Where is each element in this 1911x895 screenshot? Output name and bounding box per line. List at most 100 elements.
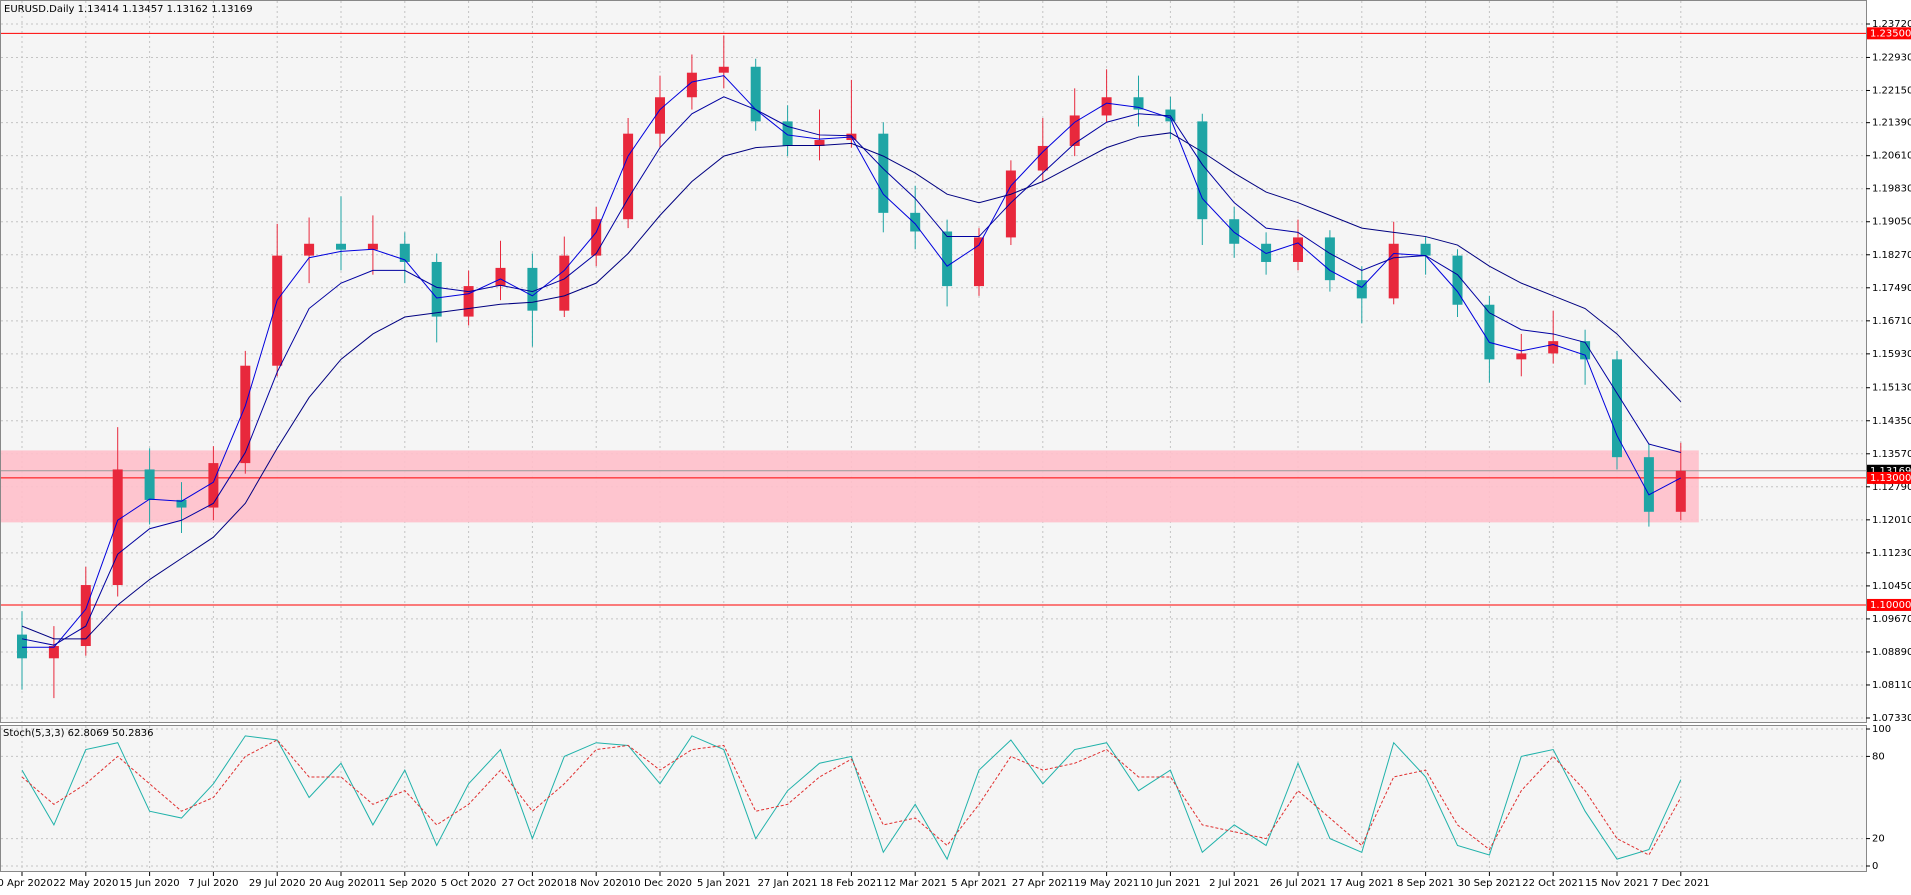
- y-tick-label: 0: [1872, 861, 1878, 872]
- stoch-panel: [0, 725, 1867, 872]
- level-label: 1.10000: [1870, 600, 1911, 611]
- level-box: [1867, 27, 1911, 40]
- candle-body: [623, 133, 634, 220]
- candle-body: [1293, 237, 1303, 262]
- ma-line: [21, 96, 1681, 646]
- y-tick-label: 1.22150: [1872, 85, 1911, 96]
- x-tick-label: 19 May 2021: [1074, 878, 1139, 889]
- level-label: 1.13000: [1870, 473, 1911, 484]
- y-tick-label: 1.15930: [1872, 349, 1911, 360]
- candle-body: [1420, 243, 1431, 256]
- x-tick-label: 27 Apr 2021: [1012, 878, 1074, 889]
- main-panel: [0, 0, 1867, 723]
- candle-body: [750, 66, 761, 122]
- candle-body: [1675, 470, 1686, 512]
- x-tick-label: 15 Jun 2020: [120, 878, 180, 889]
- x-tick-label: 7 Dec 2021: [1652, 878, 1710, 889]
- candle-body: [1324, 237, 1335, 281]
- x-tick-label: 7 Jul 2020: [188, 878, 238, 889]
- candle-body: [1197, 121, 1208, 220]
- candle-body: [304, 243, 315, 256]
- x-tick-label: 2 Jul 2021: [1209, 878, 1259, 889]
- y-tick-label: 1.11230: [1872, 548, 1911, 559]
- x-tick-label: 18 Feb 2021: [820, 878, 882, 889]
- x-tick-label: 29 Jul 2020: [249, 878, 306, 889]
- x-tick-label: 5 Jan 2021: [697, 878, 751, 889]
- y-tick-label: 1.13570: [1872, 449, 1911, 460]
- x-tick-label: 22 May 2020: [53, 878, 118, 889]
- y-tick-label: 1.09670: [1872, 614, 1911, 625]
- y-tick-label: 1.22930: [1872, 52, 1911, 63]
- y-tick-label: 1.08890: [1872, 647, 1911, 658]
- candle-body: [1548, 341, 1559, 354]
- candle-body: [1069, 115, 1080, 146]
- candle-body: [1452, 255, 1463, 305]
- x-tick-label: 17 Aug 2021: [1330, 878, 1394, 889]
- candle-body: [240, 365, 251, 464]
- candle-body: [782, 121, 793, 146]
- candle-body: [655, 97, 665, 134]
- y-tick-label: 1.17490: [1872, 283, 1911, 294]
- candle-body: [1388, 243, 1399, 299]
- x-tick-label: 27 Oct 2020: [501, 878, 563, 889]
- x-tick-label: 20 Aug 2020: [309, 878, 373, 889]
- y-tick-label: 1.12790: [1872, 482, 1911, 493]
- candle-body: [591, 219, 602, 256]
- candle-body: [17, 634, 27, 659]
- candle-body: [878, 133, 889, 213]
- y-tick-label: 1.12010: [1872, 515, 1911, 526]
- x-tick-label: 5 Apr 2021: [951, 878, 1006, 889]
- y-tick-label: 1.10450: [1872, 581, 1911, 592]
- candle-body: [272, 255, 283, 366]
- candle-body: [686, 72, 697, 98]
- y-tick-label: 1.19830: [1872, 184, 1911, 195]
- y-tick-label: 1.21390: [1872, 118, 1911, 129]
- y-tick-label: 100: [1872, 724, 1891, 735]
- candle-body: [1037, 145, 1048, 171]
- candle-body: [1612, 359, 1622, 458]
- candle-body: [718, 66, 729, 73]
- y-tick-label: 1.15130: [1872, 383, 1911, 394]
- candle-body: [1005, 170, 1016, 238]
- candle-body: [399, 243, 410, 262]
- candle-body: [814, 140, 825, 146]
- level-box: [1867, 598, 1911, 611]
- candle-body: [974, 237, 984, 287]
- x-tick-label: 10 Jun 2021: [1140, 878, 1200, 889]
- candle-body: [1101, 97, 1112, 116]
- y-tick-label: 1.07330: [1872, 713, 1911, 724]
- y-tick-label: 20: [1872, 834, 1885, 845]
- ma-line: [21, 132, 1682, 640]
- stoch-line: [21, 739, 1682, 856]
- y-tick-label: 1.18270: [1872, 250, 1911, 261]
- candle-body: [144, 469, 155, 500]
- candle-body: [336, 243, 346, 250]
- ma-line: [22, 75, 1682, 648]
- candle-body: [1484, 304, 1495, 360]
- x-tick-label: 10 Dec 2020: [628, 878, 692, 889]
- candle-body: [1261, 243, 1272, 262]
- y-tick-label: 1.08110: [1872, 680, 1911, 691]
- candle-body: [431, 261, 442, 317]
- main-header: EURUSD.Daily 1.13414 1.13457 1.13162 1.1…: [4, 4, 253, 15]
- level-box: [1867, 471, 1911, 484]
- x-tick-label: 22 Oct 2021: [1522, 878, 1584, 889]
- candle-body: [176, 499, 187, 508]
- x-tick-label: 11 Sep 2020: [373, 878, 436, 889]
- y-tick-label: 1.23720: [1872, 19, 1911, 30]
- stoch-header: Stoch(5,3,3) 62.8069 50.2836: [3, 728, 154, 739]
- candle-body: [910, 212, 921, 232]
- candle-body: [80, 585, 91, 647]
- candle-body: [208, 463, 219, 508]
- y-tick-label: 1.20610: [1872, 151, 1911, 162]
- x-tick-label: 30 Apr 2020: [0, 878, 53, 889]
- candle-body: [527, 267, 538, 311]
- candle-body: [1133, 97, 1144, 110]
- y-tick-label: 1.16710: [1872, 316, 1911, 327]
- x-tick-label: 26 Jul 2021: [1270, 878, 1327, 889]
- candle-body: [463, 286, 474, 317]
- y-tick-label: 1.19050: [1872, 217, 1911, 228]
- x-tick-label: 5 Oct 2020: [441, 878, 496, 889]
